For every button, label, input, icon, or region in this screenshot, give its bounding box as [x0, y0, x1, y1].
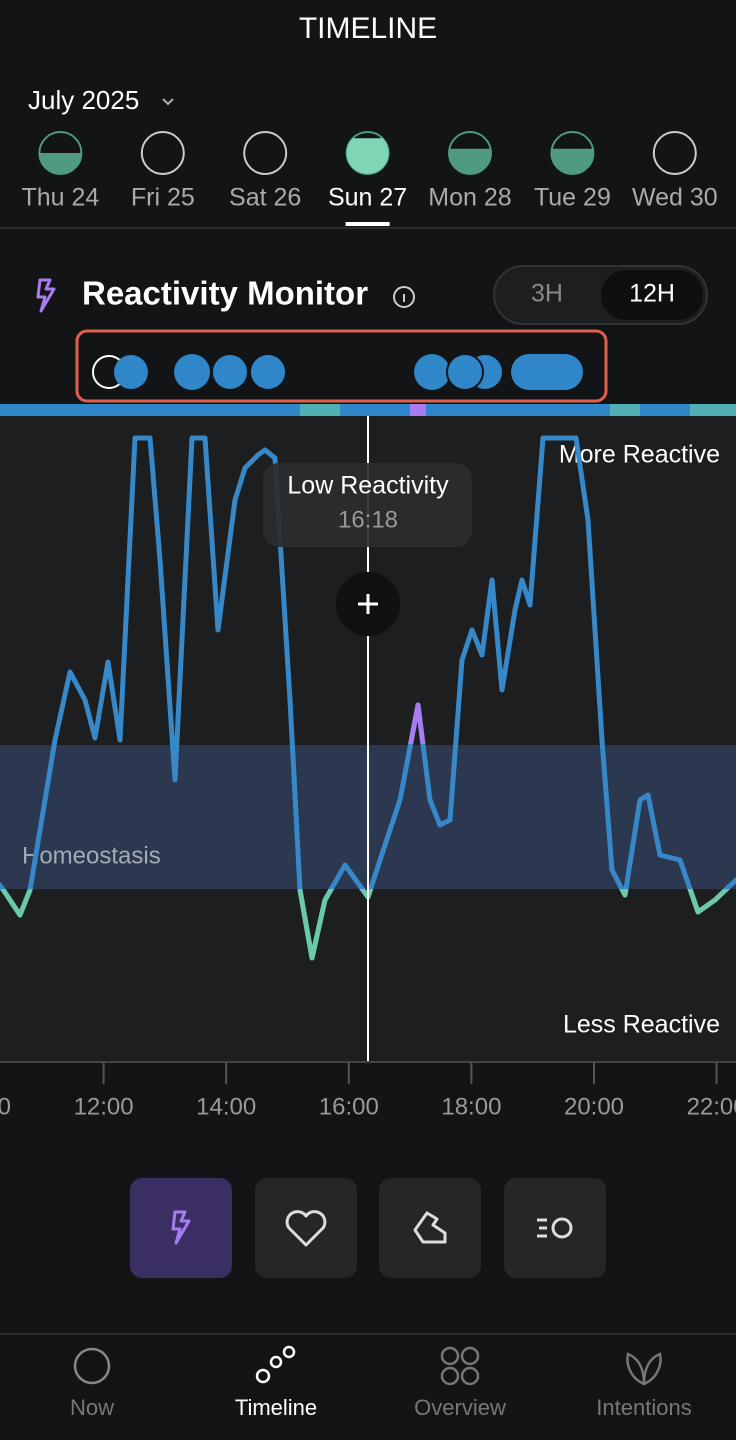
info-icon[interactable]: [393, 286, 415, 308]
nav-label[interactable]: Intentions: [596, 1395, 691, 1420]
nav-label[interactable]: Overview: [414, 1395, 506, 1420]
day-label[interactable]: Wed 30: [632, 184, 718, 212]
x-ticks: 10:00 12:00 14:00 16:00 18:00 20:00 22:00: [0, 1062, 736, 1120]
day-ring: [243, 131, 288, 175]
activity-highlight: [75, 329, 608, 403]
day-ring: [140, 131, 185, 175]
day-fill: [39, 153, 82, 175]
page-title: TIMELINE: [299, 12, 437, 45]
now-icon: [73, 1347, 111, 1385]
x-tick-label: 12:00: [74, 1093, 134, 1120]
nav-icons: [73, 1345, 662, 1386]
heart-icon: [285, 1210, 327, 1247]
day-fill: [449, 148, 492, 175]
day-fill: [346, 138, 389, 174]
cycling-activity[interactable]: [114, 355, 148, 389]
range-options: 3H 12H: [531, 270, 703, 320]
walking-activity[interactable]: [174, 354, 210, 390]
reactivity-tab-icon: [171, 1210, 191, 1245]
range-selected: [601, 270, 703, 320]
tooltip-time: 16:18: [338, 506, 398, 533]
x-tick-label: 18:00: [441, 1093, 501, 1120]
x-tick-label: 16:00: [319, 1093, 379, 1120]
pace-circle: [551, 1217, 573, 1239]
day-label[interactable]: Wed 23: [0, 184, 1, 212]
nav-label[interactable]: Now: [70, 1395, 114, 1420]
bottom-label: Less Reactive: [563, 1011, 720, 1039]
strip-segment: [300, 404, 340, 416]
monitor-title: Reactivity Monitor: [82, 275, 368, 312]
strip-segment: [690, 404, 736, 416]
day-label[interactable]: Thu 24: [21, 184, 99, 212]
intentions-icon: [626, 1352, 662, 1386]
month-picker[interactable]: July 2025: [28, 85, 139, 115]
walking-activity[interactable]: [414, 354, 450, 390]
day-strip: Wed 23 Thu 24 Fri 25 Sat 26 Sun 27 Mon 28 Tue …: [0, 131, 718, 226]
nav-label[interactable]: Timeline: [235, 1395, 317, 1420]
day-label[interactable]: Sat 26: [229, 184, 301, 212]
day-ring: [652, 131, 697, 175]
tooltip-state: Low Reactivity: [287, 472, 449, 500]
add-icon: [358, 594, 378, 614]
cycling-activity[interactable]: [511, 354, 583, 390]
x-tick-label: 22:00: [687, 1093, 736, 1120]
metric-tabs: [130, 1178, 606, 1278]
timeline-icon: [269, 1355, 283, 1369]
day-fill: [551, 148, 594, 175]
overview-icon: [460, 1346, 480, 1366]
range-option[interactable]: 3H: [531, 280, 563, 308]
day-underline: [345, 222, 390, 226]
timeline-icon: [282, 1345, 296, 1359]
shoe-icon: [413, 1211, 447, 1244]
month-caret: [162, 98, 174, 106]
day-label[interactable]: Sun 27: [328, 184, 407, 212]
x-tick-label: 14:00: [196, 1093, 256, 1120]
reactivity-icon: [36, 278, 56, 313]
activity-icons: [92, 353, 583, 391]
day-label[interactable]: Mon 28: [428, 184, 511, 212]
strip-segment: [610, 404, 640, 416]
timeline-icon: [255, 1368, 271, 1384]
overview-icon: [460, 1366, 480, 1386]
cycling-activity[interactable]: [446, 353, 484, 391]
day-label[interactable]: Tue 29: [534, 184, 611, 212]
reactivity-strip: [0, 404, 736, 416]
heart-tab[interactable]: [255, 1178, 357, 1278]
range-option[interactable]: 12H: [629, 280, 675, 308]
x-tick-label: 20:00: [564, 1093, 624, 1120]
overview-icon: [440, 1366, 460, 1386]
bottom-nav: Now Timeline Overview Intentions: [70, 1395, 692, 1420]
top-label: More Reactive: [559, 441, 720, 469]
cycling-activity[interactable]: [211, 353, 249, 391]
x-tick-label: 10:00: [0, 1093, 11, 1120]
band-label: Homeostasis: [22, 842, 161, 869]
pace-lines: [537, 1218, 547, 1238]
strip-segment: [410, 404, 426, 416]
pace-tab[interactable]: [504, 1178, 606, 1278]
overview-icon: [440, 1346, 460, 1366]
activity-tab[interactable]: [379, 1178, 481, 1278]
tooltip: [263, 463, 472, 547]
day-label[interactable]: Fri 25: [131, 184, 195, 212]
cycling-activity[interactable]: [249, 353, 287, 391]
